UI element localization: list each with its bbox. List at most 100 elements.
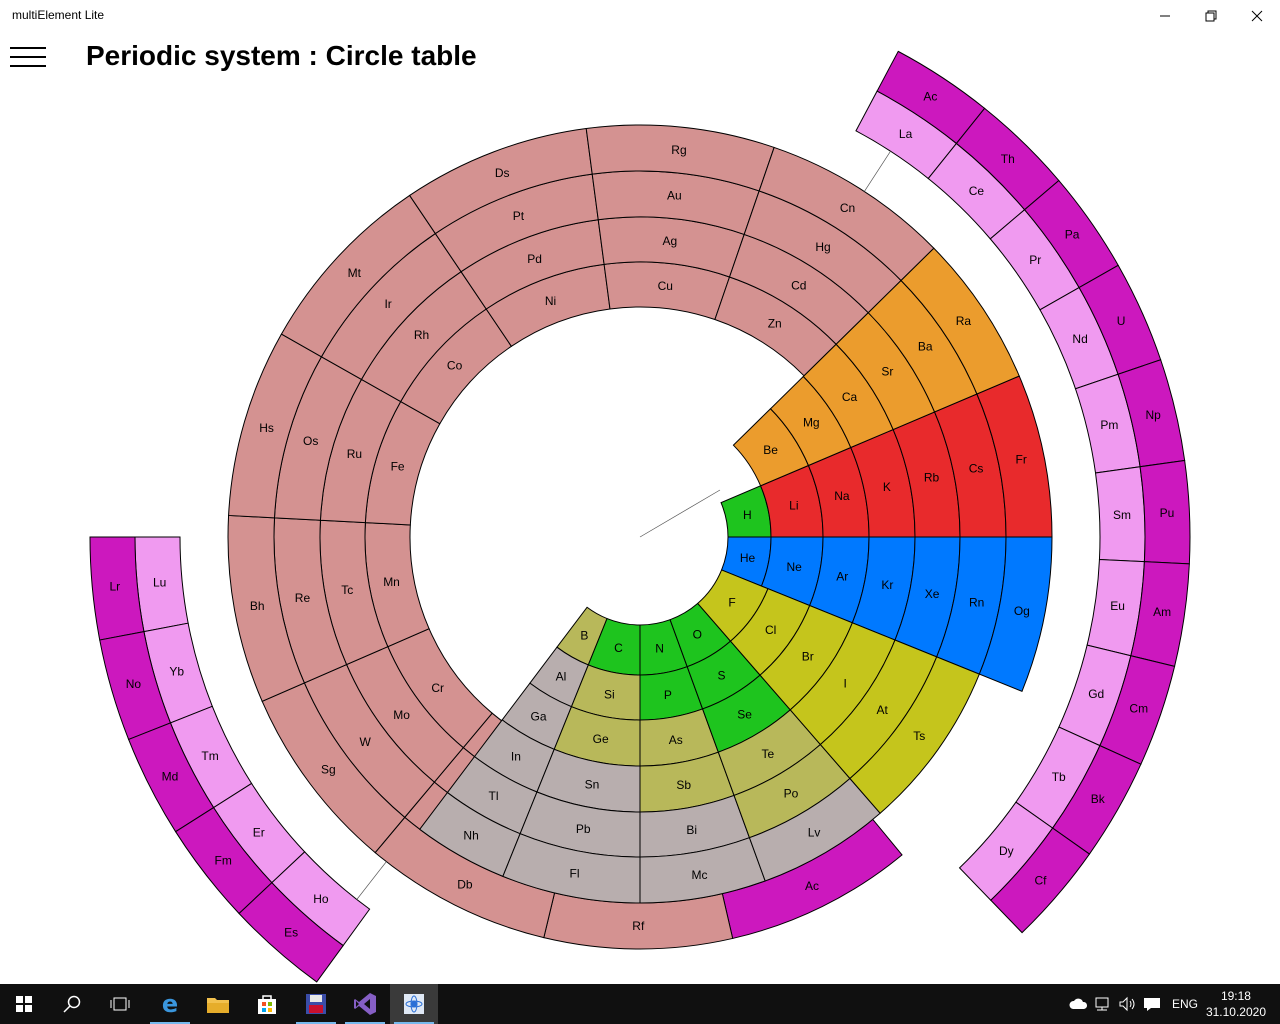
page-title: Periodic system : Circle table [86, 40, 477, 71]
element-symbol-te: Te [762, 747, 775, 761]
element-symbol-ar: Ar [836, 569, 848, 583]
element-symbol-sb: Sb [676, 778, 691, 792]
visual-studio-taskbar-button[interactable] [341, 984, 389, 1024]
visual-studio-icon [354, 993, 376, 1015]
element-symbol-cn: Cn [840, 201, 855, 215]
element-cell-u[interactable] [1078, 264, 1162, 375]
element-symbol-pt: Pt [513, 209, 525, 223]
element-cell-ts[interactable] [849, 656, 981, 814]
element-cell-bh[interactable] [227, 514, 306, 702]
title-bar: multiElement Lite [0, 0, 1280, 32]
element-cell-cm[interactable] [1099, 655, 1176, 765]
onedrive-icon[interactable] [1068, 996, 1090, 1012]
element-symbol-ho: Ho [313, 892, 329, 906]
element-symbol-se: Se [737, 707, 752, 721]
element-symbol-rh: Rh [414, 328, 429, 342]
element-symbol-sn: Sn [585, 777, 600, 791]
svg-text:e: e [162, 993, 178, 1015]
element-symbol-tl: Tl [489, 789, 499, 803]
element-cell-og[interactable] [978, 536, 1053, 692]
element-cell-mt[interactable] [280, 194, 437, 358]
element-symbol-ca: Ca [842, 390, 858, 404]
clock[interactable]: 19:18 31.10.2020 [1206, 988, 1266, 1020]
element-symbol-no: No [126, 677, 142, 691]
task-view-icon [110, 997, 130, 1011]
element-symbol-rn: Rn [969, 595, 984, 609]
element-cell-cn[interactable] [758, 146, 935, 282]
store-taskbar-button[interactable] [243, 984, 291, 1024]
start-button[interactable] [0, 984, 48, 1024]
element-symbol-cl: Cl [765, 623, 776, 637]
multielement-app-icon [404, 994, 424, 1014]
save-app-taskbar-button[interactable] [292, 984, 340, 1024]
element-symbol-cr: Cr [431, 681, 444, 695]
element-symbol-lr: Lr [110, 580, 121, 594]
hamburger-menu-button[interactable] [10, 45, 46, 69]
element-cell-sg[interactable] [261, 682, 406, 854]
element-cell-am[interactable] [1130, 561, 1190, 667]
element-cell-ds[interactable] [408, 127, 593, 235]
network-icon[interactable] [1094, 996, 1114, 1012]
notifications-icon[interactable] [1142, 996, 1162, 1012]
multielement-taskbar-button[interactable] [390, 984, 438, 1024]
system-tray: ENG [1068, 984, 1198, 1024]
element-symbol-ag: Ag [662, 234, 677, 248]
task-view-button[interactable] [96, 984, 144, 1024]
element-symbol-p: P [664, 688, 672, 702]
volume-icon[interactable] [1118, 996, 1138, 1012]
close-button[interactable] [1234, 0, 1280, 32]
element-symbol-lu: Lu [153, 575, 166, 589]
file-explorer-taskbar-button[interactable] [194, 984, 242, 1024]
element-cell-ac[interactable] [876, 50, 986, 145]
minimize-icon [1160, 15, 1170, 17]
element-cell-pa[interactable] [1023, 179, 1119, 289]
element-cell-rg[interactable] [585, 124, 775, 192]
element-cell-bk[interactable] [1051, 744, 1142, 855]
element-cell-np[interactable] [1117, 359, 1186, 468]
element-cell-ra[interactable] [900, 247, 1020, 395]
search-icon [63, 995, 81, 1013]
element-cell-es[interactable] [238, 881, 344, 983]
element-symbol-tb: Tb [1052, 770, 1066, 784]
element-cell-hs[interactable] [228, 333, 323, 519]
element-symbol-am: Am [1153, 605, 1171, 619]
element-symbol-la: La [899, 127, 913, 141]
element-symbol-mc: Mc [692, 868, 708, 882]
hamburger-icon [10, 47, 46, 49]
element-cell-cf[interactable] [990, 827, 1091, 934]
element-symbol-o: O [693, 627, 702, 641]
element-symbol-ac: Ac [805, 879, 819, 893]
element-cell-th[interactable] [955, 107, 1060, 211]
restore-icon [1205, 10, 1217, 22]
search-button[interactable] [48, 984, 96, 1024]
element-symbol-hg: Hg [815, 240, 830, 254]
language-indicator[interactable]: ENG [1172, 997, 1199, 1011]
element-symbol-bi: Bi [686, 823, 697, 837]
edge-taskbar-button[interactable]: e [146, 984, 194, 1024]
element-symbol-pm: Pm [1100, 418, 1118, 432]
element-symbol-rb: Rb [924, 471, 940, 485]
element-symbol-cu: Cu [658, 279, 673, 293]
store-icon [258, 995, 276, 1014]
element-symbol-be: Be [763, 443, 778, 457]
element-symbol-db: Db [457, 877, 473, 891]
element-symbol-si: Si [604, 688, 615, 702]
minimize-button[interactable] [1142, 0, 1188, 32]
element-symbol-ba: Ba [918, 339, 933, 353]
element-symbol-i: I [843, 676, 846, 690]
element-symbol-nd: Nd [1072, 332, 1087, 346]
element-symbol-as: As [669, 733, 683, 747]
element-cell-pu[interactable] [1139, 459, 1191, 565]
element-symbol-b: B [580, 628, 588, 642]
element-symbol-cs: Cs [969, 462, 984, 476]
element-symbol-sg: Sg [321, 763, 336, 777]
element-symbol-sm: Sm [1113, 508, 1131, 522]
element-symbol-ge: Ge [593, 732, 609, 746]
restore-button[interactable] [1188, 0, 1234, 32]
element-symbol-bh: Bh [250, 599, 265, 613]
element-symbol-rg: Rg [671, 143, 686, 157]
element-symbol-pd: Pd [527, 252, 542, 266]
element-symbol-cm: Cm [1129, 702, 1148, 716]
element-symbol-cf: Cf [1035, 873, 1048, 887]
element-symbol-mo: Mo [393, 708, 410, 722]
